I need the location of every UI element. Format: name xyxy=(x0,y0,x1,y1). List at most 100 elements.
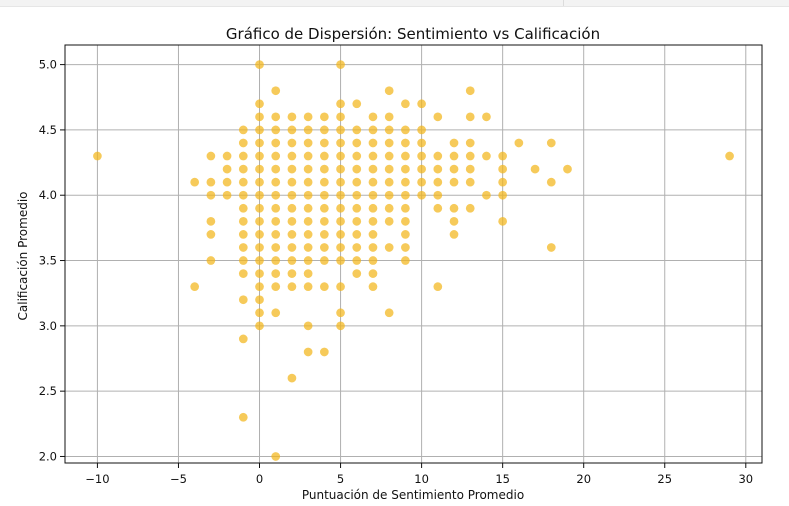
scatter-point xyxy=(384,243,394,252)
scatter-point xyxy=(384,216,394,226)
scatter-point xyxy=(238,334,248,344)
scatter-point xyxy=(368,164,378,174)
x-tick-label: 30 xyxy=(738,472,753,486)
scatter-point xyxy=(368,256,378,265)
y-axis-label: Calificación Promedio xyxy=(16,191,30,320)
scatter-point xyxy=(206,151,216,161)
scatter-point xyxy=(482,190,491,200)
scatter-point xyxy=(336,190,345,200)
scatter-point xyxy=(303,282,313,292)
scatter-point xyxy=(206,190,216,200)
scatter-point xyxy=(384,151,394,161)
scatter-point xyxy=(271,164,281,174)
scatter-point xyxy=(238,151,248,161)
scatter-point xyxy=(384,190,394,200)
scatter-point xyxy=(255,269,264,278)
chart-title: Gráfico de Dispersión: Sentimiento vs Ca… xyxy=(226,25,600,43)
scatter-point xyxy=(271,308,281,318)
x-tick-label: 25 xyxy=(657,472,672,486)
scatter-point xyxy=(530,164,540,174)
scatter-point xyxy=(384,308,394,318)
scatter-point xyxy=(498,164,508,174)
scatter-point xyxy=(255,230,264,239)
scatter-point xyxy=(465,86,475,96)
scatter-point xyxy=(287,112,297,122)
scatter-point xyxy=(465,151,475,161)
scatter-point xyxy=(563,164,572,174)
scatter-point xyxy=(238,256,248,265)
x-tick-label: 10 xyxy=(414,472,429,486)
scatter-point xyxy=(303,112,313,122)
scatter-point xyxy=(417,99,426,109)
scatter-point xyxy=(319,151,329,161)
scatter-point xyxy=(352,216,362,226)
scatter-point xyxy=(255,203,264,213)
x-tick-label: −5 xyxy=(170,472,187,486)
scatter-point xyxy=(271,243,281,252)
scatter-point xyxy=(336,243,345,252)
top-strip xyxy=(0,0,789,7)
scatter-point xyxy=(546,177,556,187)
scatter-point xyxy=(222,190,232,200)
scatter-point xyxy=(336,216,345,226)
scatter-point xyxy=(725,151,734,161)
scatter-point xyxy=(319,112,329,122)
scatter-point xyxy=(368,269,378,278)
scatter-point xyxy=(417,151,426,161)
scatter-point xyxy=(417,138,426,148)
scatter-point xyxy=(238,203,248,213)
scatter-point xyxy=(238,190,248,200)
scatter-point xyxy=(255,112,264,122)
scatter-point xyxy=(352,99,362,109)
scatter-point xyxy=(303,203,313,213)
scatter-point xyxy=(384,164,394,174)
scatter-point xyxy=(303,151,313,161)
scatter-point xyxy=(401,164,410,174)
scatter-point xyxy=(368,216,378,226)
scatter-point xyxy=(238,216,248,226)
scatter-point xyxy=(449,216,459,226)
scatter-point xyxy=(352,151,362,161)
scatter-point xyxy=(271,151,281,161)
scatter-point xyxy=(352,243,362,252)
scatter-point xyxy=(449,230,459,239)
scatter-point xyxy=(287,164,297,174)
scatter-point xyxy=(417,177,426,187)
scatter-point xyxy=(238,138,248,148)
scatter-point xyxy=(303,164,313,174)
scatter-point xyxy=(368,138,378,148)
scatter-point xyxy=(514,138,524,148)
points-layer xyxy=(93,60,734,461)
scatter-point xyxy=(238,177,248,187)
scatter-point xyxy=(449,177,459,187)
scatter-point xyxy=(303,321,313,331)
scatter-point xyxy=(206,177,216,187)
scatter-point xyxy=(255,256,264,265)
scatter-point xyxy=(271,282,281,292)
scatter-point xyxy=(336,60,345,69)
scatter-point xyxy=(287,138,297,148)
scatter-point xyxy=(222,151,232,161)
scatter-point xyxy=(238,412,248,422)
scatter-point xyxy=(255,177,264,187)
scatter-point xyxy=(498,151,508,161)
scatter-point xyxy=(336,112,345,122)
scatter-point xyxy=(319,190,329,200)
scatter-point xyxy=(352,203,362,213)
scatter-point xyxy=(271,177,281,187)
scatter-point xyxy=(319,282,329,292)
scatter-point xyxy=(352,269,362,278)
scatter-point xyxy=(287,203,297,213)
scatter-point xyxy=(255,282,264,292)
scatter-point xyxy=(255,308,264,318)
x-tick-label: 0 xyxy=(256,472,263,486)
scatter-point xyxy=(384,138,394,148)
scatter-point xyxy=(336,203,345,213)
scatter-point xyxy=(433,282,443,292)
scatter-point xyxy=(368,190,378,200)
scatter-point xyxy=(271,203,281,213)
scatter-point xyxy=(384,112,394,122)
scatter-point xyxy=(319,125,329,135)
scatter-point xyxy=(401,256,410,265)
scatter-point xyxy=(433,151,443,161)
